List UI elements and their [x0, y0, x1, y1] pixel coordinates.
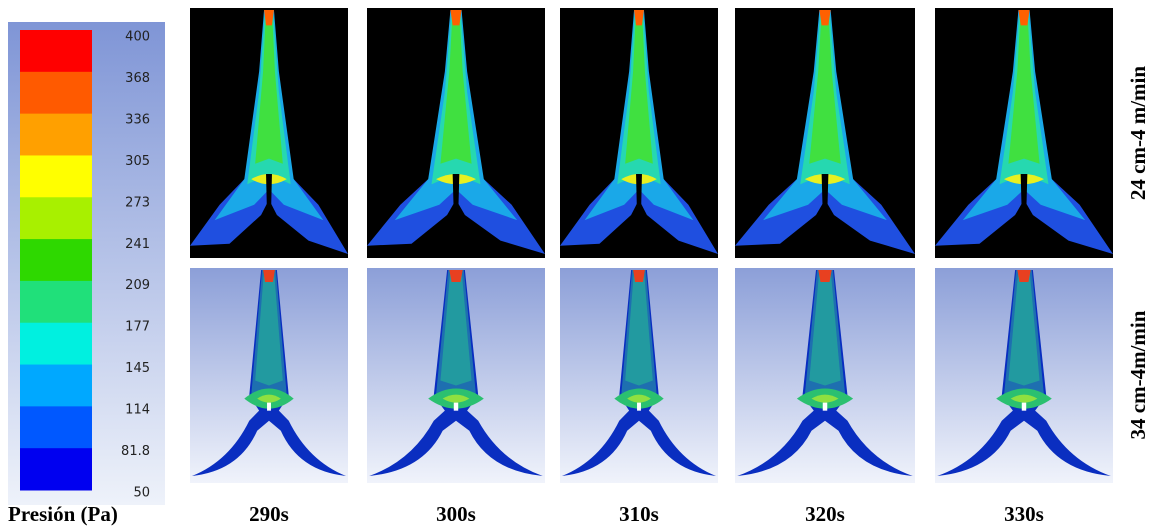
contour: [266, 174, 272, 215]
color-band: [20, 448, 92, 491]
plume: [367, 10, 545, 254]
contour: [255, 10, 283, 164]
contour: [1008, 270, 1040, 386]
column-label: 290s: [249, 502, 289, 526]
column-label: 330s: [1004, 502, 1044, 526]
colorbar-label: 273: [125, 195, 150, 210]
colorbar-label: 368: [125, 71, 150, 86]
colorbar-label: 241: [125, 237, 150, 252]
plume: [937, 270, 1111, 476]
contour: [633, 270, 645, 283]
color-band: [20, 239, 92, 282]
color-band: [20, 406, 92, 449]
plume: [935, 10, 1113, 254]
contour: [625, 270, 653, 386]
colorbar-label: 81.8: [121, 444, 150, 459]
contour: [453, 402, 459, 411]
colorbar-label: 177: [125, 320, 150, 335]
contour: [1018, 10, 1030, 26]
color-band: [20, 155, 92, 198]
colorbar-title: Presión (Pa): [8, 502, 118, 526]
contour: [440, 270, 472, 386]
colorbar-label: 336: [125, 112, 150, 127]
contour: [263, 270, 275, 283]
contour: [811, 394, 839, 403]
contour: [819, 10, 831, 26]
contour: [255, 270, 283, 386]
contour: [634, 10, 644, 26]
contour: [637, 402, 641, 411]
colorbar-label: 114: [125, 403, 150, 418]
contour: [809, 270, 841, 386]
contour: [440, 10, 472, 164]
contour: [1008, 10, 1040, 164]
contour: [821, 174, 829, 215]
contour: [822, 402, 828, 411]
color-band: [20, 30, 92, 73]
contour: [1021, 402, 1027, 411]
column-label: 300s: [436, 502, 476, 526]
contour: [627, 394, 651, 403]
plume: [190, 10, 348, 254]
colorbar-label: 209: [125, 278, 150, 293]
contour: [452, 174, 460, 215]
colorbar-label: 400: [125, 30, 150, 45]
column-label: 320s: [805, 502, 845, 526]
color-band: [20, 364, 92, 407]
contour: [1020, 174, 1028, 215]
color-band: [20, 113, 92, 156]
color-band: [20, 322, 92, 366]
row-label: 24 cm-4 m/min: [1126, 66, 1150, 200]
color-band: [20, 71, 92, 115]
contour: [264, 10, 274, 26]
plume: [737, 270, 913, 476]
contour: [257, 394, 281, 403]
contour: [267, 402, 271, 411]
plume: [560, 10, 718, 254]
plume: [561, 270, 717, 476]
colorbar: 400 368 336 305 273 241 209 177 145 114 81.8 50: [20, 30, 150, 501]
contour: [818, 270, 832, 283]
colorbar-label: 145: [125, 361, 150, 376]
plume: [369, 270, 543, 476]
contour: [450, 10, 462, 26]
contour: [442, 394, 470, 403]
contour: [1010, 394, 1038, 403]
contour: [449, 270, 463, 283]
plume: [191, 270, 347, 476]
color-band: [20, 197, 92, 240]
contour: [636, 174, 642, 215]
plume: [735, 10, 915, 254]
simulations: [190, 8, 1113, 483]
colorbar-label: 50: [133, 486, 150, 501]
contour: [625, 10, 653, 164]
color-band: [20, 280, 92, 324]
colorbar-label: 305: [125, 154, 150, 169]
row-label: 34 cm-4m/min: [1126, 310, 1150, 439]
contour: [1017, 270, 1031, 283]
column-label: 310s: [619, 502, 659, 526]
contour: [809, 10, 841, 164]
